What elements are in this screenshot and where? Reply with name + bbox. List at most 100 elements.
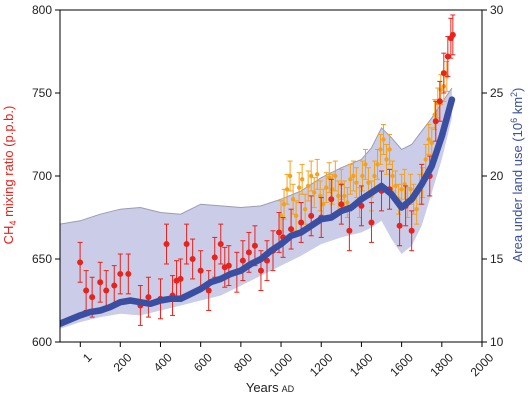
y-axis-right-label-sup: 6 bbox=[509, 118, 519, 123]
y-right-tick-label: 25 bbox=[490, 86, 504, 100]
ch4-red-point bbox=[328, 196, 335, 203]
x-tick-label: 800 bbox=[231, 350, 255, 374]
ch4-red-point bbox=[408, 227, 415, 234]
y-axis-left-label-sub: 4 bbox=[8, 221, 18, 226]
series-group bbox=[60, 14, 456, 329]
ch4-orange-point bbox=[429, 140, 434, 145]
ch4-orange-point bbox=[284, 187, 290, 192]
x-tick-label: 600 bbox=[191, 350, 215, 374]
ch4-red-point bbox=[432, 118, 439, 125]
ch4-red-point bbox=[239, 257, 246, 264]
ch4-red-point bbox=[83, 287, 90, 294]
x-tick-label: 1800 bbox=[427, 350, 456, 379]
ch4-orange-point bbox=[387, 147, 392, 152]
land-use-range-upper-edge bbox=[60, 87, 453, 225]
land-use-line bbox=[60, 96, 456, 327]
ch4-orange-point bbox=[348, 177, 353, 182]
x-tick-label: 1600 bbox=[387, 350, 416, 379]
y-axis-right-label-main: Area under land use (10 bbox=[510, 123, 525, 262]
y-axis-right-label-close: ) bbox=[510, 88, 525, 92]
y-left-tick-label: 650 bbox=[32, 252, 52, 266]
ch4-orange-point bbox=[366, 180, 371, 185]
ch4-orange-point bbox=[399, 187, 404, 192]
ch4-red-point bbox=[308, 212, 315, 219]
y-axis-left-label: CH4 mixing ratio (p.p.b.) bbox=[1, 106, 18, 245]
ch4-red-point bbox=[276, 229, 283, 236]
ch4-orange-point bbox=[402, 182, 407, 187]
y-right-tick-label: 20 bbox=[490, 169, 504, 183]
ch4-orange-point bbox=[351, 173, 356, 179]
ch4-orange-point bbox=[299, 177, 305, 182]
ch4-orange-point bbox=[293, 213, 299, 219]
y-right-tick-label: 30 bbox=[490, 3, 504, 17]
y-left-tick-label: 700 bbox=[32, 169, 52, 183]
y-axis-left-label-main: CH bbox=[1, 226, 16, 245]
ch4-orange-point bbox=[315, 172, 320, 177]
ch4-red-point bbox=[111, 282, 118, 289]
x-axis-label: Years AD bbox=[246, 380, 295, 395]
y-right-tick-label: 10 bbox=[490, 335, 504, 349]
ch4-orange-point bbox=[408, 187, 413, 192]
ch4-red-point bbox=[368, 219, 375, 226]
x-axis-label-main: Years bbox=[246, 380, 279, 395]
x-tick-label: 1400 bbox=[347, 350, 376, 379]
ch4-red-point bbox=[77, 259, 84, 266]
y-left-tick-label: 600 bbox=[32, 335, 52, 349]
ch4-orange-point bbox=[384, 157, 389, 162]
ch4-red-point bbox=[177, 275, 184, 282]
ch4-orange-point bbox=[312, 190, 317, 195]
x-tick-label: 400 bbox=[151, 350, 175, 374]
ch4-red-point bbox=[298, 219, 305, 226]
ch4-orange-point bbox=[426, 137, 431, 142]
y-axis-right-label-sup2: 2 bbox=[509, 92, 519, 97]
x-tick-label: 1200 bbox=[307, 350, 336, 379]
y-left-tick-label: 800 bbox=[32, 3, 52, 17]
ch4-orange-point bbox=[302, 207, 308, 212]
ch4-orange-point bbox=[345, 200, 350, 205]
x-tick-label: 200 bbox=[111, 350, 135, 374]
ch4-orange-point bbox=[278, 213, 284, 219]
ch4-orange-point bbox=[281, 202, 287, 207]
ch4-orange-point bbox=[327, 175, 332, 180]
x-tick-label: 1000 bbox=[267, 350, 296, 379]
ch4-red-point bbox=[449, 31, 456, 38]
ch4-orange-point bbox=[423, 157, 428, 162]
ch4-red-point bbox=[205, 287, 212, 294]
y-axis-right-label: Area under land use (106 km2) bbox=[509, 88, 525, 263]
ch4-red-point bbox=[225, 262, 232, 269]
ch4-orange-point bbox=[432, 112, 437, 117]
ch4-red-point bbox=[97, 279, 104, 286]
ch4-orange-point bbox=[360, 173, 365, 179]
land-use-range-band bbox=[60, 88, 452, 329]
ch4-red-point bbox=[217, 241, 224, 248]
ch4-red-point bbox=[189, 256, 196, 262]
ch4-orange-point bbox=[393, 183, 398, 189]
ch4-orange-point bbox=[333, 173, 338, 179]
ch4-orange-point bbox=[308, 173, 314, 179]
ch4-orange-point bbox=[342, 193, 347, 199]
ch4-orange-point bbox=[318, 193, 323, 199]
ch4-red-point bbox=[145, 294, 152, 301]
ch4-red-point bbox=[396, 222, 403, 229]
y-axis-left-label-rest: mixing ratio (p.p.b.) bbox=[1, 106, 16, 221]
ch4-red-point bbox=[163, 241, 170, 248]
ch4-red-point bbox=[245, 249, 252, 256]
ch4-orange-point bbox=[372, 173, 377, 179]
ch4-red-point bbox=[125, 270, 132, 277]
ch4-red-point bbox=[440, 70, 447, 77]
ch4-red-point bbox=[346, 227, 353, 234]
y-axis-right-label-rest: km bbox=[510, 97, 525, 118]
ch4-red-point bbox=[288, 226, 295, 233]
ch4-red-point bbox=[197, 267, 204, 274]
ch4-orange-point bbox=[324, 185, 329, 190]
ch4-orange-point bbox=[305, 183, 311, 189]
x-axis-label-sub: AD bbox=[282, 384, 295, 394]
plot-area bbox=[60, 14, 456, 329]
ch4-red-point bbox=[103, 287, 110, 294]
ch4-red-point bbox=[257, 267, 264, 274]
ch4-orange-point bbox=[381, 137, 386, 142]
ch4-orange-point bbox=[375, 162, 380, 167]
ch4-red-point bbox=[338, 201, 345, 208]
x-tick-label: 2000 bbox=[468, 350, 497, 379]
